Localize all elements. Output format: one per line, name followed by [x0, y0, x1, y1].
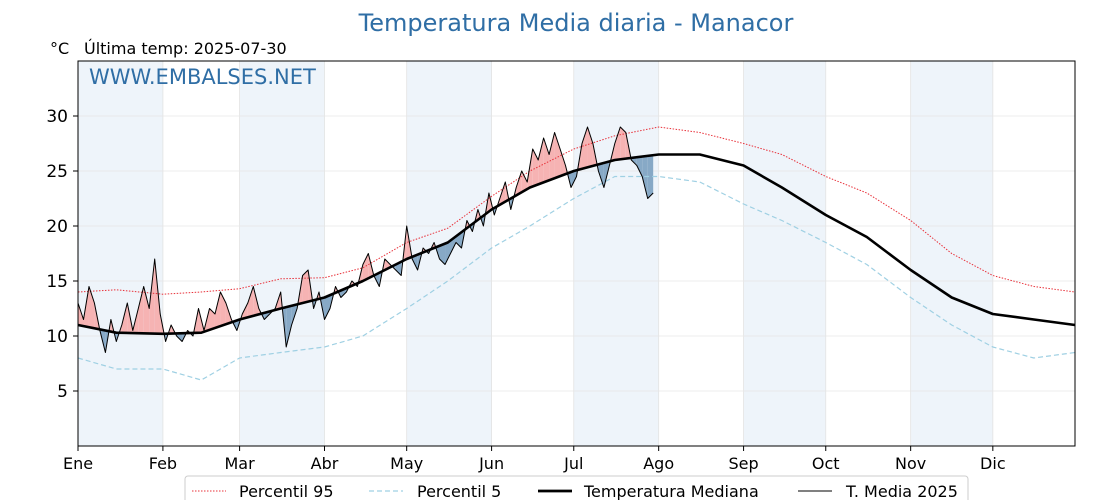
fill-above	[138, 286, 144, 334]
y-tick-label: 5	[57, 382, 68, 402]
month-band	[743, 61, 826, 446]
x-tick-label: Abr	[311, 454, 339, 473]
y-tick-label: 20	[46, 217, 68, 237]
fill-above	[620, 127, 626, 160]
fill-below	[598, 162, 604, 188]
legend-label-2025: T. Media 2025	[845, 482, 958, 500]
watermark: WWW.EMBALSES.NET	[89, 65, 316, 89]
x-tick-label: Mar	[225, 454, 256, 473]
x-tick-label: Oct	[812, 454, 840, 473]
fill-above	[247, 286, 254, 318]
month-bands	[78, 61, 993, 446]
fill-above	[302, 270, 309, 303]
media-2025-line	[77, 126, 654, 353]
x-tick-label: Sep	[729, 454, 759, 473]
y-tick-label: 15	[46, 272, 68, 292]
fill-below	[412, 254, 418, 270]
legend-label-median: Temperatura Mediana	[583, 482, 759, 500]
fill-above	[362, 253, 369, 281]
fill-above	[554, 132, 561, 179]
x-tick-label: May	[390, 454, 423, 473]
fill-above	[543, 138, 550, 183]
series-lines	[77, 126, 1076, 381]
fill-above	[88, 286, 95, 329]
y-tick-label: 30	[46, 107, 68, 127]
x-tick-label: Jul	[563, 454, 583, 473]
fill-above	[242, 303, 248, 319]
y-axis-unit-label: °C	[50, 39, 69, 58]
fill-above	[587, 127, 593, 168]
fill-above	[532, 149, 539, 187]
fill-above	[560, 149, 566, 177]
fill-above	[154, 259, 161, 334]
fill-below	[324, 295, 330, 320]
fill-below	[636, 156, 643, 177]
x-axis-ticks: Ene Feb Mar Abr May Jun Jul Ago Sep Oct Nov Dic	[63, 446, 1006, 473]
legend-label-p5: Percentil 5	[417, 482, 501, 500]
x-tick-label: Ene	[63, 454, 93, 473]
fill-below	[445, 240, 451, 265]
y-axis-ticks: 5 10 15 20 25 30	[46, 107, 78, 402]
fill-above	[78, 303, 84, 327]
grid-lines	[77, 61, 1075, 446]
anomaly-fills	[78, 127, 654, 353]
fill-below	[286, 305, 292, 347]
y-tick-label: 10	[46, 327, 68, 347]
chart-title: Temperatura Media diaria - Manacor	[358, 9, 794, 37]
fill-below	[642, 155, 648, 199]
legend: Percentil 95 Percentil 5 Temperatura Med…	[184, 475, 969, 500]
fill-above	[538, 138, 544, 185]
median-line	[77, 153, 1076, 336]
y-tick-label: 25	[46, 162, 68, 182]
fill-above	[214, 292, 221, 328]
plot-frame	[77, 60, 1076, 447]
p95-line	[77, 126, 1076, 295]
fill-below	[647, 155, 654, 199]
last-temp-label: Última temp: 2025-07-30	[84, 39, 287, 58]
fill-above	[581, 127, 588, 169]
fill-above	[614, 127, 621, 160]
month-band	[573, 61, 659, 446]
month-band	[78, 61, 163, 446]
fill-above	[521, 171, 528, 193]
fill-above	[149, 259, 155, 334]
fill-above	[209, 308, 215, 330]
x-tick-label: Ago	[643, 454, 674, 473]
fill-above	[516, 171, 522, 196]
legend-label-p95: Percentil 95	[239, 482, 334, 500]
x-tick-label: Nov	[895, 454, 926, 473]
fill-above	[143, 286, 150, 334]
month-band	[239, 61, 325, 446]
fill-above	[549, 132, 555, 181]
p5-line	[77, 175, 1076, 381]
fill-below	[439, 243, 446, 265]
legend-box	[184, 475, 969, 500]
x-tick-label: Dic	[980, 454, 1006, 473]
x-tick-label: Jun	[478, 454, 504, 473]
fill-below	[571, 170, 577, 188]
x-tick-label: Feb	[149, 454, 177, 473]
